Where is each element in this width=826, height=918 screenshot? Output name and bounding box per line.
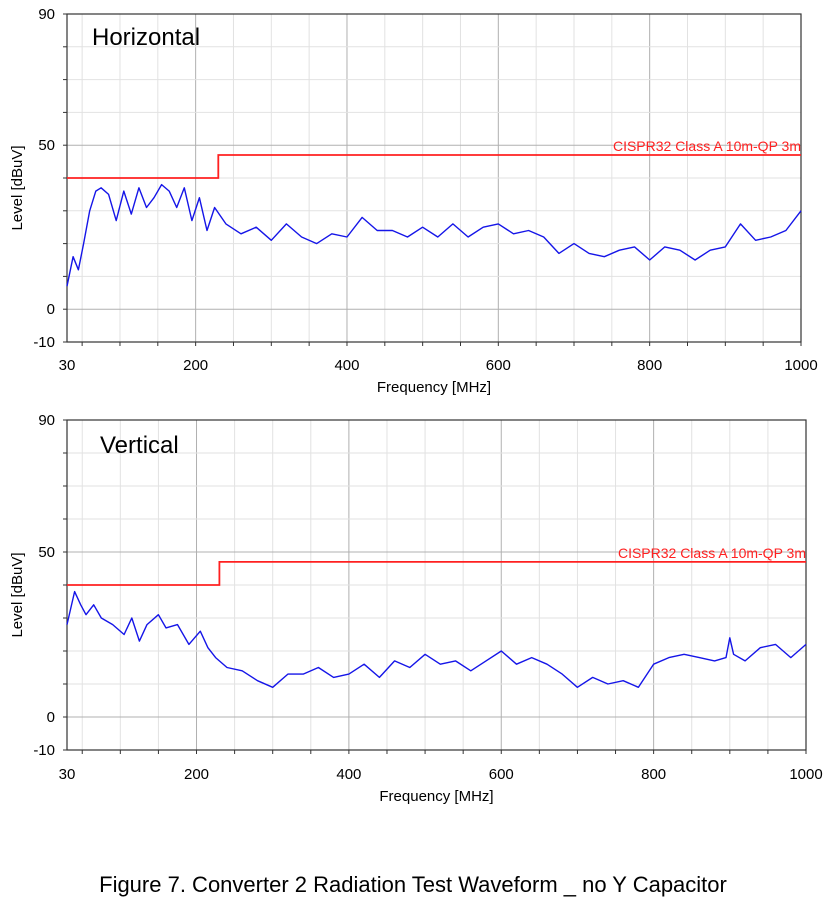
panel-title: Vertical bbox=[100, 432, 179, 459]
y-tick-label: -10 bbox=[33, 334, 55, 351]
measurement-trace bbox=[66, 590, 807, 688]
x-tick-label: 200 bbox=[184, 766, 209, 783]
y-tick-label: 50 bbox=[38, 137, 55, 154]
measurement-trace bbox=[66, 183, 802, 287]
limit-line-label: CISPR32 Class A 10m-QP 3m bbox=[613, 138, 801, 154]
panel-title: Horizontal bbox=[92, 24, 200, 51]
y-tick-label: 0 bbox=[47, 301, 55, 318]
x-axis-label: Frequency [MHz] bbox=[379, 788, 493, 805]
x-tick-label: 800 bbox=[641, 766, 666, 783]
y-tick-label: 90 bbox=[38, 412, 55, 429]
limit-line bbox=[67, 154, 801, 179]
limit-line-label: CISPR32 Class A 10m-QP 3m bbox=[618, 545, 806, 561]
x-tick-label: 600 bbox=[489, 766, 514, 783]
x-tick-label: 400 bbox=[334, 357, 359, 374]
figure-caption: Figure 7. Converter 2 Radiation Test Wav… bbox=[99, 872, 727, 897]
y-tick-label: 90 bbox=[38, 6, 55, 23]
y-tick-label: -10 bbox=[33, 742, 55, 759]
x-axis-label: Frequency [MHz] bbox=[377, 379, 491, 396]
x-tick-label: 1000 bbox=[789, 766, 822, 783]
x-tick-label: 1000 bbox=[784, 357, 817, 374]
x-tick-label: 800 bbox=[637, 357, 662, 374]
y-tick-label: 50 bbox=[38, 544, 55, 561]
y-axis-label: Level [dBuV] bbox=[9, 145, 26, 230]
x-tick-label: 30 bbox=[59, 357, 76, 374]
x-tick-label: 400 bbox=[336, 766, 361, 783]
y-axis-label: Level [dBuV] bbox=[9, 552, 26, 637]
y-tick-label: 0 bbox=[47, 709, 55, 726]
x-tick-label: 600 bbox=[486, 357, 511, 374]
limit-line bbox=[67, 561, 806, 586]
x-tick-label: 30 bbox=[59, 766, 76, 783]
x-tick-label: 200 bbox=[183, 357, 208, 374]
